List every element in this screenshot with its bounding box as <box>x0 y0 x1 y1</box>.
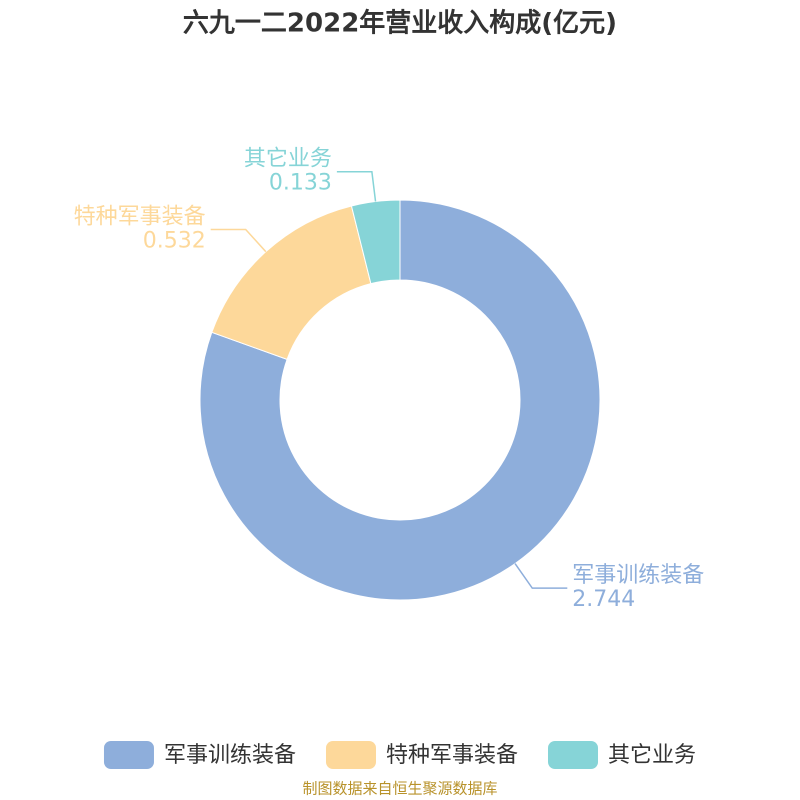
value-label: 0.133 <box>269 171 332 196</box>
donut-slice <box>350 199 401 285</box>
leader-line <box>336 170 377 202</box>
source-note: 制图数据来自恒生聚源数据库 <box>302 780 497 798</box>
legend-label: 军事训练装备 <box>164 743 296 768</box>
legend-swatch <box>548 741 599 769</box>
leader-line <box>514 563 568 589</box>
slice-label: 特种军事装备 <box>74 204 206 229</box>
value-label: 0.532 <box>143 228 206 253</box>
leader-line <box>210 228 267 253</box>
legend-swatch <box>325 741 376 769</box>
slice-label: 其它业务 <box>244 147 332 172</box>
donut-slice <box>199 199 601 601</box>
chart-title: 六九一二2022年营业收入构成(亿元) <box>183 8 617 39</box>
slice-label: 军事训练装备 <box>572 563 704 588</box>
legend-swatch <box>103 741 154 769</box>
legend-label: 特种军事装备 <box>386 743 518 768</box>
legend-label: 其它业务 <box>608 743 696 768</box>
value-label: 2.744 <box>572 587 635 612</box>
